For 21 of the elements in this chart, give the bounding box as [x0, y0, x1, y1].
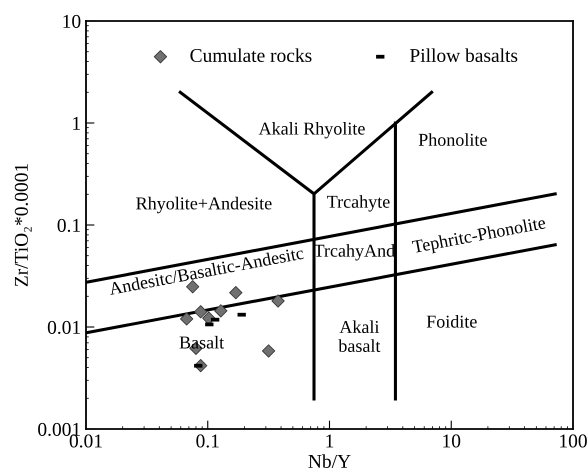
y-tick-label: 10: [63, 14, 80, 28]
x-tick-label: 10: [443, 434, 460, 448]
annotation: Phonolite: [418, 133, 487, 146]
legend-label: Pillow basalts: [410, 48, 518, 62]
annotation: Rhyolite+Andesite: [136, 196, 272, 214]
annotation: Basalt: [180, 336, 224, 349]
y-tick-label: 0.001: [38, 422, 80, 436]
x-tick-label: 1: [326, 434, 334, 448]
annotation: TrcahyAnd: [314, 244, 395, 261]
annotation: Akali Rhyolite: [258, 122, 365, 138]
y-axis-title: Zr/TiO₂*0.0001: [14, 164, 32, 286]
annotation: Trcahyte: [327, 195, 390, 212]
x-axis-title: Nb/Y: [308, 454, 351, 468]
y-tick-label: 0.1: [58, 218, 80, 232]
annotation: Akali basalt: [338, 320, 380, 352]
y-tick-label: 1: [73, 116, 80, 130]
annotation: Foidite: [426, 314, 477, 328]
x-tick-label: 0.1: [196, 434, 219, 448]
x-tick-label: 100: [560, 434, 587, 448]
y-tick-label: 0.01: [48, 320, 80, 334]
legend-label: Cumulate rocks: [190, 48, 312, 62]
